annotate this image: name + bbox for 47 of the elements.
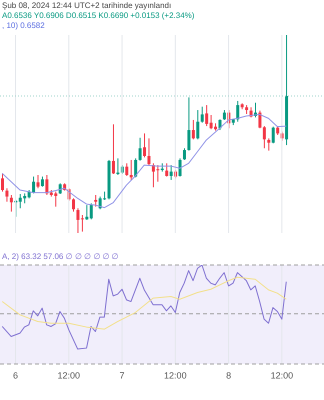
candlestick [222, 110, 226, 120]
candlestick [54, 191, 58, 208]
candlestick [23, 192, 26, 204]
candlestick [116, 158, 120, 176]
candlestick [258, 110, 262, 129]
x-tick-label: 7 [120, 370, 125, 380]
candlestick [130, 159, 133, 180]
candlestick [143, 132, 146, 158]
x-tick-label: 6 [13, 370, 18, 380]
candlestick [236, 100, 240, 122]
candlestick [262, 126, 266, 149]
candlestick [72, 198, 76, 212]
candlestick [205, 104, 208, 127]
text: A0.6536 Y0.6906 D0.6515 K0.6690 +0.0153 (+2.34%) [2, 11, 194, 20]
candlestick [5, 188, 8, 202]
candlestick [182, 148, 186, 160]
candlestick [178, 158, 182, 178]
x-tick-label: 8 [226, 370, 232, 380]
candlestick [272, 126, 275, 144]
x-tick-label: 12:00 [58, 370, 80, 380]
candlestick [90, 202, 93, 220]
candlestick [187, 96, 190, 152]
candlestick [134, 158, 138, 178]
candlestick [170, 164, 173, 180]
candlestick [165, 162, 168, 178]
candlestick [40, 176, 44, 188]
candlestick [200, 106, 204, 124]
text: A, 2) 63.32 57.06 ∅ ∅ ∅ ∅ ∅ ∅ [2, 252, 119, 261]
candlestick [36, 174, 40, 189]
x-tick-label: 12:00 [270, 370, 294, 380]
candlestick [218, 118, 222, 131]
text: , 10) 0.6582 [2, 21, 45, 30]
text: Şub 08, 2024 12:44 UTC+2 tarihinde yayınlandı [2, 1, 172, 10]
candlestick [147, 138, 150, 166]
candlestick [156, 164, 160, 182]
candlestick [112, 124, 115, 174]
candlestick [196, 110, 200, 140]
candlestick [10, 194, 13, 212]
candlestick [1, 172, 4, 192]
x-tick-label: 12:00 [164, 370, 187, 380]
candlestick [125, 162, 128, 176]
candlestick [267, 138, 270, 152]
candlestick [192, 119, 195, 140]
candlestick [98, 196, 102, 210]
candlestick [80, 214, 84, 232]
candlestick [32, 176, 36, 194]
candlestick [138, 137, 142, 162]
